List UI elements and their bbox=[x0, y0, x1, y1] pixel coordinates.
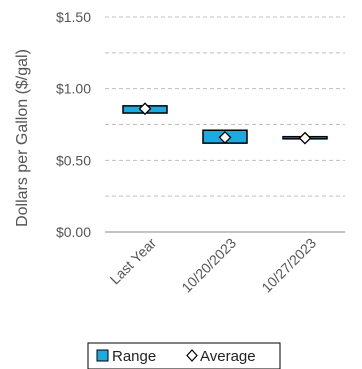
y-tick-label: $0.00 bbox=[56, 224, 91, 240]
y-tick-labels: $0.00 $0.50 $1.00 $1.50 bbox=[56, 9, 91, 240]
y-tick-label: $1.50 bbox=[56, 9, 91, 25]
average-marker bbox=[138, 102, 152, 116]
legend-range-label: Range bbox=[112, 348, 156, 365]
legend-average-label: Average bbox=[200, 348, 256, 365]
x-tick-label: Last Year bbox=[107, 235, 160, 288]
legend: Range Average bbox=[87, 342, 281, 369]
average-markers bbox=[138, 102, 312, 145]
legend-box bbox=[87, 342, 281, 369]
x-tick-labels: Last Year 10/20/2023 10/27/2023 bbox=[107, 235, 320, 296]
y-tick-label: $1.00 bbox=[56, 81, 91, 97]
x-tick-label: 10/27/2023 bbox=[258, 235, 319, 296]
grid-lines bbox=[105, 16, 345, 197]
x-tick-label: 10/20/2023 bbox=[178, 235, 239, 296]
y-axis-title: Dollars per Gallon ($/gal) bbox=[14, 49, 31, 227]
legend-range-swatch bbox=[96, 349, 109, 362]
y-tick-label: $0.50 bbox=[56, 152, 91, 168]
legend-average-diamond-icon bbox=[186, 349, 198, 362]
average-marker bbox=[218, 130, 232, 144]
average-marker bbox=[298, 131, 312, 145]
